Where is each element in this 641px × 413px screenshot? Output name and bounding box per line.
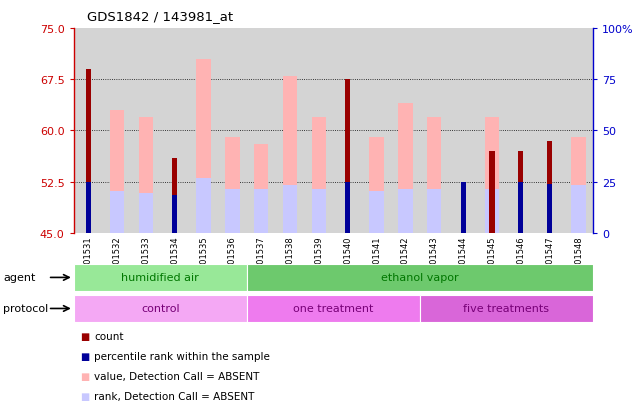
Bar <box>427 117 442 233</box>
Text: count: count <box>94 332 124 342</box>
Text: ethanol vapor: ethanol vapor <box>381 273 459 283</box>
Bar <box>369 138 384 233</box>
Bar <box>518 182 524 233</box>
Text: GDS1842 / 143981_at: GDS1842 / 143981_at <box>87 10 233 23</box>
Bar <box>85 70 91 233</box>
Bar <box>172 196 178 233</box>
Bar <box>225 138 240 233</box>
Bar <box>283 186 297 233</box>
Bar <box>420 295 593 322</box>
Bar <box>225 189 240 233</box>
Bar <box>138 117 153 233</box>
Text: ■: ■ <box>80 371 89 381</box>
Bar <box>571 138 586 233</box>
Bar <box>369 191 384 233</box>
Text: ■: ■ <box>80 391 89 401</box>
Bar <box>172 158 178 233</box>
Bar <box>485 117 499 233</box>
Bar <box>571 186 586 233</box>
Text: protocol: protocol <box>3 304 49 314</box>
Bar <box>518 152 524 233</box>
Bar <box>247 295 420 322</box>
Bar <box>74 295 247 322</box>
Text: value, Detection Call = ABSENT: value, Detection Call = ABSENT <box>94 371 260 381</box>
Text: agent: agent <box>3 273 36 283</box>
Bar <box>74 264 247 291</box>
Bar <box>345 80 351 233</box>
Bar <box>110 111 124 233</box>
Bar <box>138 194 153 233</box>
Bar <box>398 189 413 233</box>
Text: control: control <box>141 304 179 314</box>
Bar <box>460 182 466 233</box>
Text: one treatment: one treatment <box>293 304 374 314</box>
Text: five treatments: five treatments <box>463 304 549 314</box>
Bar <box>345 182 351 233</box>
Bar <box>489 152 495 233</box>
Bar <box>196 179 211 233</box>
Bar <box>254 145 269 233</box>
Bar <box>247 264 593 291</box>
Bar <box>283 77 297 233</box>
Bar <box>312 117 326 233</box>
Bar <box>547 184 553 233</box>
Bar <box>398 104 413 233</box>
Bar <box>254 189 269 233</box>
Text: humidified air: humidified air <box>121 273 199 283</box>
Text: rank, Detection Call = ABSENT: rank, Detection Call = ABSENT <box>94 391 254 401</box>
Text: percentile rank within the sample: percentile rank within the sample <box>94 351 270 361</box>
Bar <box>196 59 211 233</box>
Text: ■: ■ <box>80 351 89 361</box>
Bar <box>110 191 124 233</box>
Bar <box>547 141 553 233</box>
Bar <box>85 182 91 233</box>
Bar <box>427 189 442 233</box>
Bar <box>485 189 499 233</box>
Bar <box>312 189 326 233</box>
Text: ■: ■ <box>80 332 89 342</box>
